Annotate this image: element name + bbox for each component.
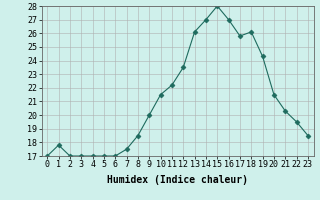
X-axis label: Humidex (Indice chaleur): Humidex (Indice chaleur) [107,175,248,185]
